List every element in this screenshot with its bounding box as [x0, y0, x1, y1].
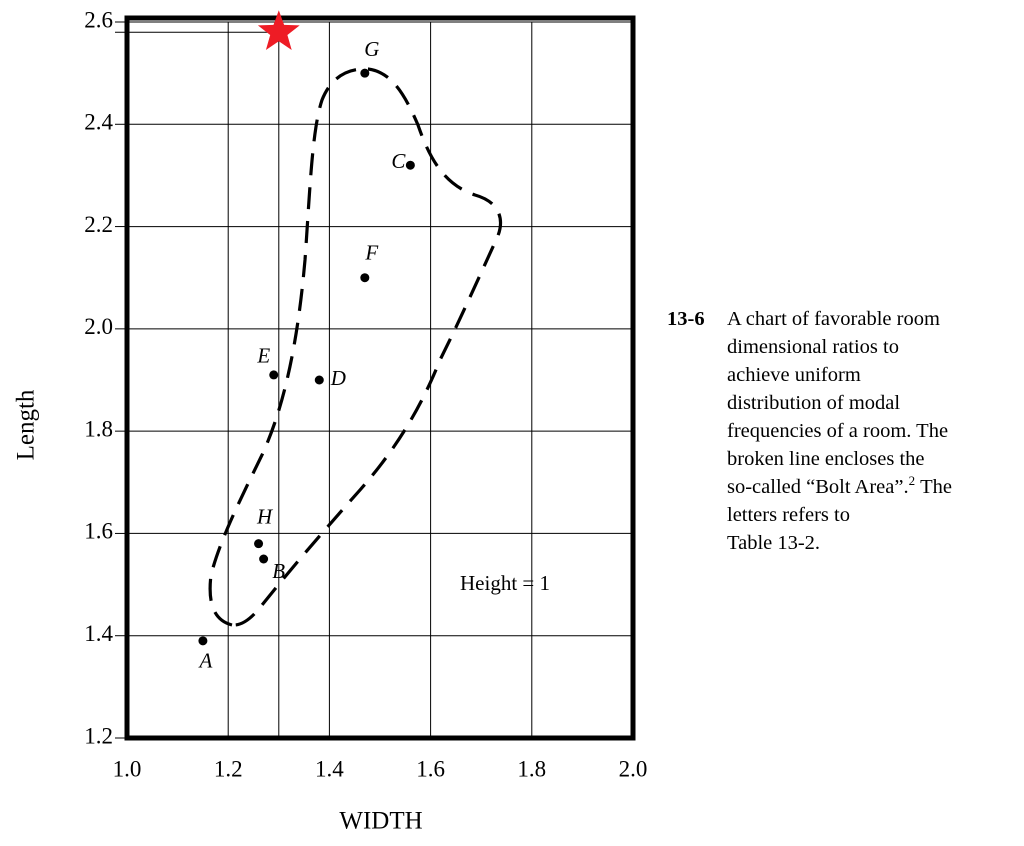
- caption-line: so-called “Bolt Area”.2 The: [727, 473, 952, 501]
- caption-number: 13-6: [667, 308, 705, 330]
- data-point: [259, 554, 269, 564]
- y-tick-label: 1.6: [84, 519, 113, 544]
- caption-line: dimensional ratios to: [727, 333, 952, 361]
- caption-segment: distribution of modal: [727, 392, 901, 414]
- caption-segment: dimensional ratios to: [727, 336, 899, 358]
- point-label: F: [364, 241, 378, 265]
- caption-line: broken line encloses the: [727, 445, 952, 473]
- chart: WIDTH Length Height = 1 1.0 1.2 1.4 1.6 1.8 2…: [13, 7, 648, 835]
- y-tick-label: 2.0: [84, 314, 113, 339]
- x-tick-label: 1.4: [315, 756, 344, 781]
- data-point: [254, 539, 264, 549]
- x-axis-label: WIDTH: [339, 808, 422, 835]
- point-label: E: [256, 344, 270, 368]
- caption-segment: letters refers to: [727, 504, 850, 526]
- data-point: [198, 636, 208, 646]
- y-tick-label: 2.6: [84, 7, 113, 32]
- annotation: Height = 1: [460, 571, 550, 595]
- caption-line: A chart of favorable room: [727, 305, 952, 333]
- caption-segment: frequencies of a room. The: [727, 420, 949, 442]
- caption: 13-6 A chart of favorable room dimensiona…: [667, 305, 952, 557]
- point-label: C: [391, 149, 406, 173]
- x-tick-label: 1.0: [113, 756, 142, 781]
- point-label: D: [330, 366, 346, 390]
- x-tick-label: 2.0: [619, 756, 648, 781]
- data-point: [405, 160, 415, 170]
- caption-segment: so-called “Bolt Area”.: [727, 476, 909, 498]
- highlight-star: [257, 10, 300, 50]
- point-label: A: [197, 649, 212, 673]
- caption-line: Table 13-2.: [727, 529, 952, 557]
- caption-segment: The: [920, 476, 952, 498]
- y-tick-label: 1.4: [84, 621, 113, 646]
- y-axis-label: Length: [13, 389, 40, 460]
- caption-line: distribution of modal: [727, 389, 952, 417]
- y-tick-label: 2.4: [84, 110, 113, 135]
- footnote-mark: 2: [908, 473, 916, 489]
- x-tick-label: 1.6: [416, 756, 445, 781]
- caption-line: frequencies of a room. The: [727, 417, 952, 445]
- caption-line: achieve uniform: [727, 361, 952, 389]
- data-point: [360, 68, 370, 78]
- point-label: G: [364, 37, 379, 61]
- point-label: H: [256, 504, 274, 528]
- plot-frame: [124, 15, 636, 741]
- bolt-area: [208, 67, 503, 627]
- y-tick-label: 1.8: [84, 416, 113, 441]
- data-point: [314, 375, 324, 385]
- caption-text: A chart of favorable room dimensional rat…: [727, 305, 952, 557]
- caption-segment: Table 13-2.: [727, 532, 821, 554]
- x-tick-label: 1.2: [214, 756, 243, 781]
- caption-line: letters refers to: [727, 501, 952, 529]
- caption-segment: A chart of favorable room: [727, 308, 940, 330]
- caption-segment: achieve uniform: [727, 364, 861, 386]
- data-point: [269, 370, 279, 380]
- y-tick-label: 1.2: [84, 723, 113, 748]
- x-tick-label: 1.8: [517, 756, 546, 781]
- caption-segment: broken line encloses the: [727, 448, 925, 470]
- data-point: [360, 273, 370, 283]
- y-tick-label: 2.2: [84, 212, 113, 237]
